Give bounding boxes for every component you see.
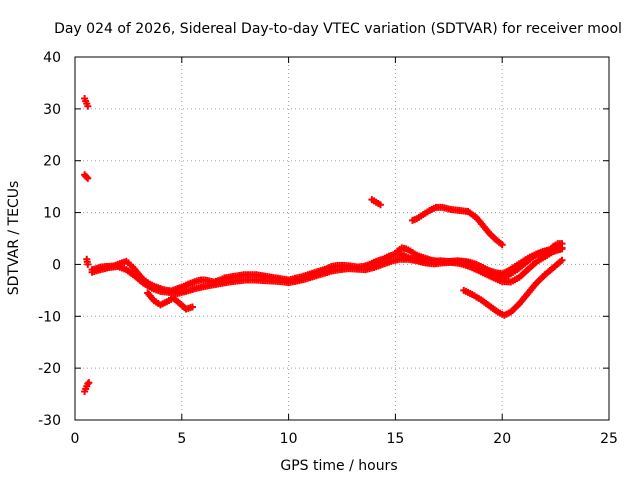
data-point [498,241,506,249]
data-point [558,240,566,248]
x-tick-label: 10 [280,431,298,447]
y-tick-label: -30 [38,413,61,429]
y-tick-labels: -30 -20 -10 0 10 20 30 40 [38,50,61,429]
data-point [84,260,92,268]
series-segment-d [83,255,92,268]
y-tick-label: 30 [43,102,61,118]
series-segment-k [460,256,566,319]
data-point [84,174,92,182]
x-tick-label: 15 [386,431,404,447]
plot-frame [74,56,610,421]
y-tick-label: -10 [38,309,61,325]
series-segment-j [408,203,506,249]
y-tick-label: 40 [43,50,61,66]
y-tick-label: 20 [43,154,61,170]
series-segment-b [81,171,92,182]
data-point [558,256,566,264]
x-tick-label: 5 [177,431,186,447]
series-segment-a [81,94,92,110]
data-point [83,173,91,181]
data-point [188,303,196,311]
x-tick-label: 0 [71,431,80,447]
x-tick-label: 25 [600,431,618,447]
y-tick-label: 0 [52,257,61,273]
data-point [85,379,93,387]
data-point [376,201,384,209]
series-segment-g [394,244,564,278]
y-tick-label: 10 [43,206,61,222]
series-segment-i [368,196,384,209]
x-axis-label: GPS time / hours [280,458,397,474]
series-segment-h [144,289,196,313]
y-tick-label: -20 [38,361,61,377]
data-point [84,102,92,110]
data-series [81,94,566,395]
data-point [84,380,92,388]
y-axis-label: SDTVAR / TECUs [6,181,22,296]
chart-title: Day 024 of 2026, Sidereal Day-to-day VTE… [54,21,622,37]
axis-ticks [74,56,610,421]
series-segment-l [545,240,566,255]
grid-lines [75,57,609,420]
x-tick-label: 20 [493,431,511,447]
series-segment-c [81,379,93,395]
x-tick-labels: 0 5 10 15 20 25 [71,431,618,447]
